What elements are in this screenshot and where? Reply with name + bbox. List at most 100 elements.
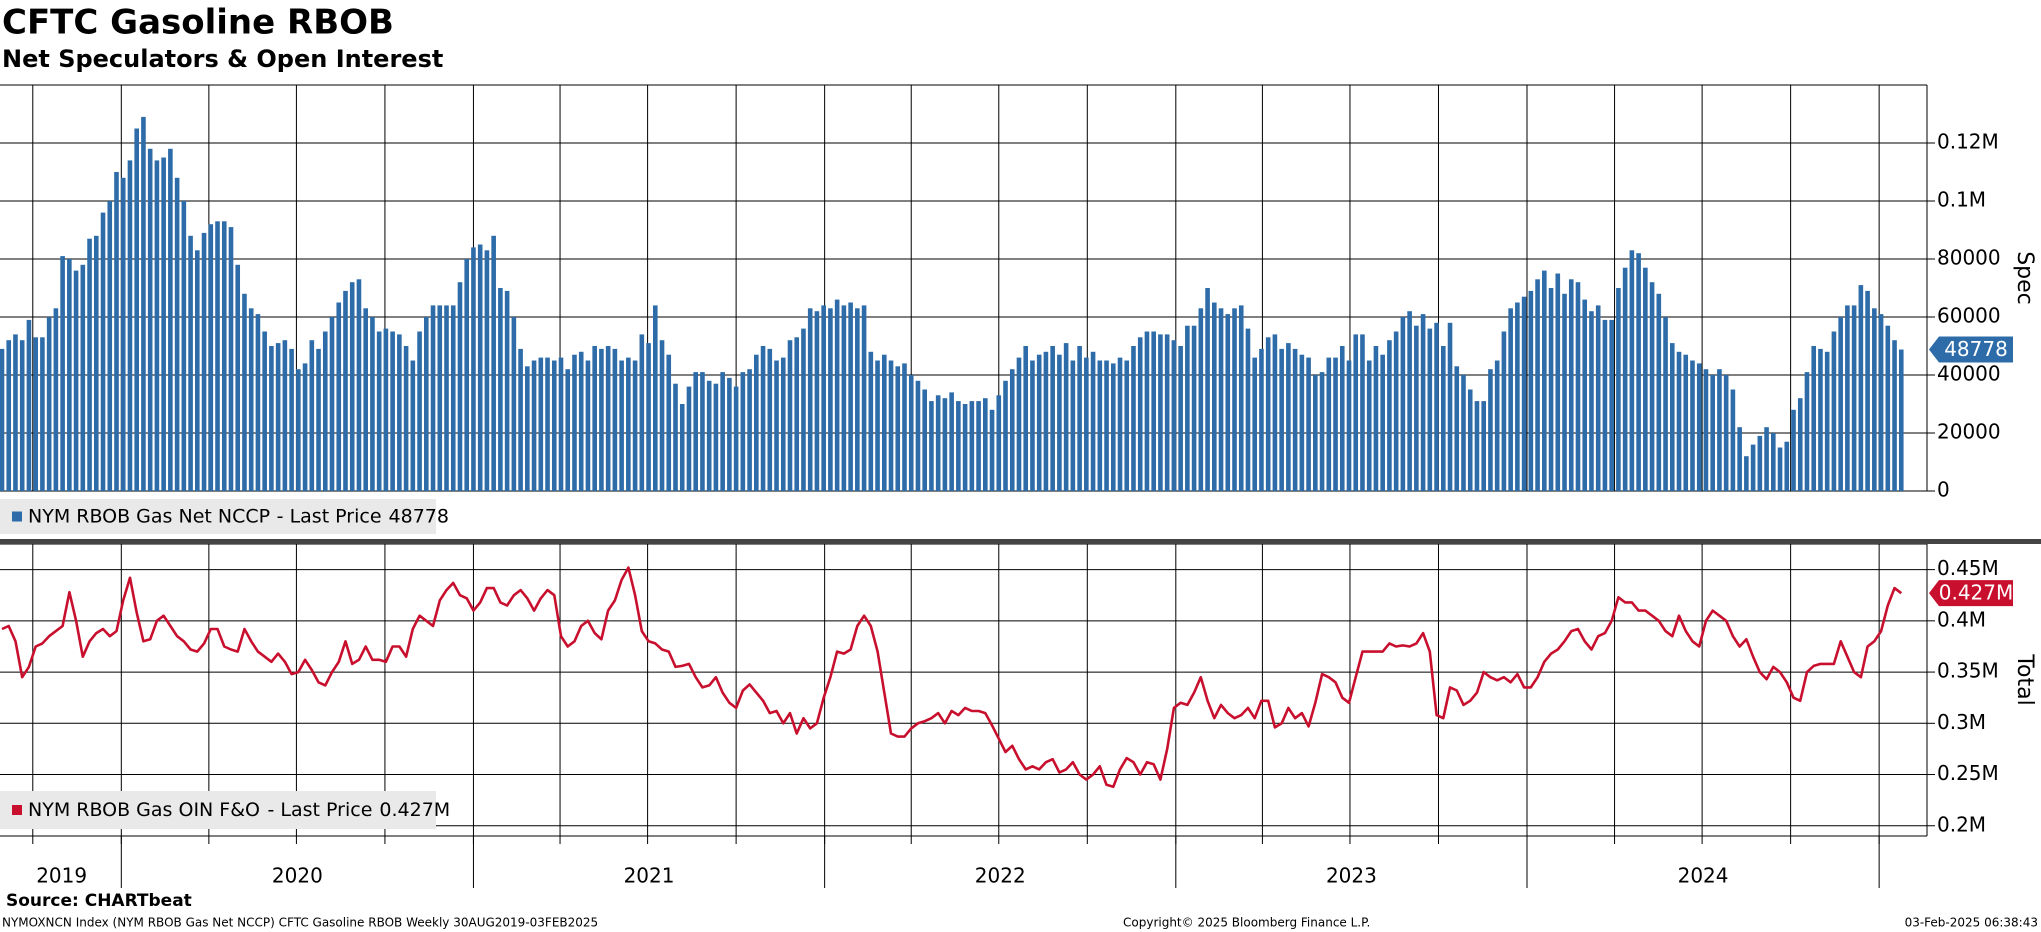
bar — [73, 270, 79, 491]
bar — [1360, 334, 1365, 491]
bar — [1528, 290, 1534, 491]
bar — [1454, 366, 1460, 491]
bar — [612, 348, 618, 491]
bar — [673, 383, 678, 491]
bar — [706, 380, 712, 491]
bar — [437, 305, 443, 491]
bar — [1609, 319, 1614, 491]
bar — [1393, 331, 1399, 491]
bar — [652, 305, 658, 491]
bar — [201, 232, 207, 491]
bar — [531, 360, 537, 491]
bar — [1265, 337, 1271, 491]
bar — [693, 372, 699, 491]
bar — [780, 357, 786, 491]
bar — [1824, 351, 1830, 491]
bar — [1400, 317, 1406, 491]
bar — [417, 331, 422, 491]
bar — [60, 256, 65, 491]
bar — [1730, 389, 1736, 491]
bar — [1009, 369, 1015, 491]
bar — [578, 351, 584, 491]
bar — [383, 328, 389, 491]
bar — [1313, 375, 1318, 491]
bar — [1158, 334, 1163, 491]
bar — [1164, 334, 1170, 491]
bar — [33, 337, 38, 491]
bar — [855, 308, 860, 491]
legend-box — [0, 499, 436, 534]
legend-text: NYM RBOB Gas OIN F&O - Last Price 0.427M — [28, 799, 450, 821]
bar — [1137, 337, 1143, 491]
bar — [1225, 314, 1231, 491]
bar — [1117, 357, 1123, 491]
bar — [67, 259, 72, 491]
bar — [572, 354, 577, 491]
bar — [821, 305, 826, 491]
bar — [1373, 346, 1379, 491]
bar — [1562, 293, 1567, 491]
bar — [1555, 273, 1561, 491]
bar — [1649, 282, 1655, 491]
bar — [774, 360, 779, 491]
bar — [107, 201, 113, 491]
bar — [0, 348, 5, 491]
bar — [902, 363, 907, 491]
bar — [1703, 369, 1709, 491]
bar — [518, 348, 523, 491]
bar — [1710, 375, 1715, 491]
bar — [100, 212, 106, 491]
bar — [262, 331, 267, 491]
bar — [565, 369, 571, 491]
bar — [424, 317, 429, 491]
bar — [1831, 331, 1837, 491]
bar — [1306, 357, 1311, 491]
bar — [403, 346, 409, 491]
bar — [1898, 349, 1904, 491]
y-tick-label: 0.2M — [1937, 812, 1986, 836]
line — [1, 566, 1903, 789]
bar — [1521, 296, 1527, 491]
bar — [1690, 360, 1695, 491]
bar — [558, 357, 564, 491]
legend-text: NYM RBOB Gas Net NCCP - Last Price 48778 — [28, 505, 449, 527]
x-tick-label: 2023 — [1326, 864, 1377, 888]
bar — [154, 160, 160, 491]
bar — [1319, 372, 1325, 491]
bar — [174, 177, 180, 492]
bar — [430, 305, 436, 491]
last-value-label: 0.427M — [1939, 581, 2014, 605]
bar — [491, 235, 496, 491]
bar — [1568, 279, 1574, 491]
last-value-callout — [1929, 580, 2013, 607]
bar — [1016, 357, 1022, 491]
bar — [908, 375, 914, 491]
y-axis-label: Spec — [2012, 251, 2037, 305]
bar — [80, 264, 86, 491]
bar — [646, 343, 651, 491]
bar — [1023, 346, 1029, 491]
bar — [1339, 346, 1345, 491]
source: Source: CHARTbeat — [6, 891, 192, 911]
bar — [356, 279, 362, 491]
panel-separator — [0, 539, 2041, 544]
bar — [639, 334, 645, 491]
bar — [1791, 409, 1796, 491]
bar — [363, 308, 368, 491]
bar — [248, 308, 254, 491]
bar — [1259, 348, 1264, 491]
bar — [1387, 340, 1392, 491]
bar — [861, 305, 867, 491]
bar — [168, 148, 173, 492]
bar — [848, 302, 853, 491]
legend-box — [0, 791, 436, 829]
bar — [511, 317, 517, 491]
bar — [40, 337, 45, 491]
bar — [464, 259, 470, 491]
bar — [1602, 319, 1608, 491]
bar — [727, 377, 732, 491]
bar — [134, 128, 139, 491]
bar — [1212, 302, 1217, 491]
y-tick-label: 0.45M — [1937, 556, 1999, 580]
bar — [282, 340, 288, 491]
